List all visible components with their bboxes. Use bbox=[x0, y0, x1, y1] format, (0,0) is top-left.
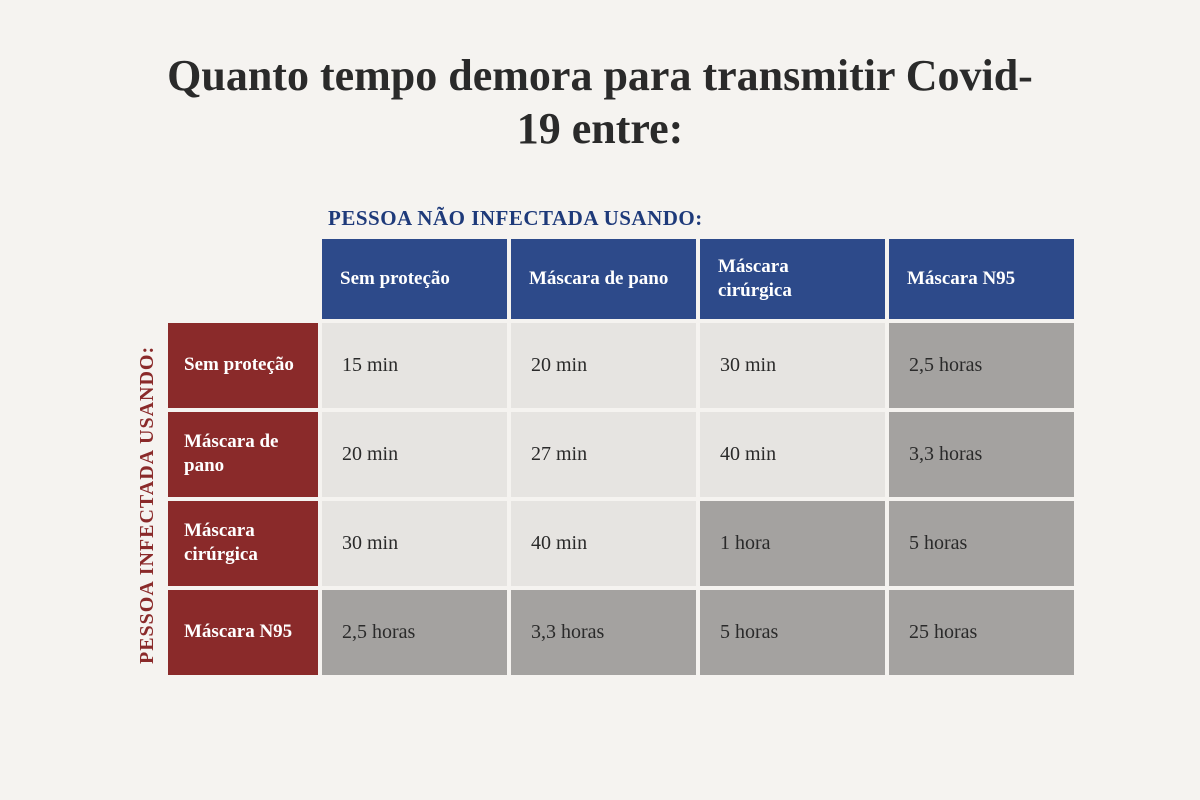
table-cell: 5 horas bbox=[889, 501, 1074, 586]
table-cell: 1 hora bbox=[700, 501, 885, 586]
row-header: Máscara cirúrgica bbox=[168, 501, 318, 586]
col-header: Máscara de pano bbox=[511, 239, 696, 319]
table-outer: PESSOA NÃO INFECTADA USANDO: Sem proteçã… bbox=[168, 206, 1074, 675]
table-cell: 30 min bbox=[322, 501, 507, 586]
transmission-table: Sem proteção Máscara de pano Máscara cir… bbox=[168, 239, 1074, 675]
row-axis-label: PESSOA INFECTADA USANDO: bbox=[126, 335, 168, 675]
table-cell: 2,5 horas bbox=[889, 323, 1074, 408]
table-corner bbox=[168, 239, 318, 319]
col-header: Sem proteção bbox=[322, 239, 507, 319]
row-header: Máscara N95 bbox=[168, 590, 318, 675]
table-cell: 5 horas bbox=[700, 590, 885, 675]
row-header: Máscara de pano bbox=[168, 412, 318, 497]
table-cell: 27 min bbox=[511, 412, 696, 497]
table-cell: 15 min bbox=[322, 323, 507, 408]
row-header: Sem proteção bbox=[168, 323, 318, 408]
table-cell: 30 min bbox=[700, 323, 885, 408]
table-cell: 3,3 horas bbox=[511, 590, 696, 675]
table-cell: 40 min bbox=[700, 412, 885, 497]
table-container: PESSOA INFECTADA USANDO: PESSOA NÃO INFE… bbox=[126, 206, 1074, 675]
table-cell: 25 horas bbox=[889, 590, 1074, 675]
table-cell: 20 min bbox=[511, 323, 696, 408]
table-cell: 2,5 horas bbox=[322, 590, 507, 675]
col-header: Máscara N95 bbox=[889, 239, 1074, 319]
column-axis-label: PESSOA NÃO INFECTADA USANDO: bbox=[318, 206, 1074, 231]
table-cell: 40 min bbox=[511, 501, 696, 586]
table-cell: 20 min bbox=[322, 412, 507, 497]
page-title: Quanto tempo demora para transmitir Covi… bbox=[150, 50, 1050, 156]
col-header: Máscara cirúrgica bbox=[700, 239, 885, 319]
table-cell: 3,3 horas bbox=[889, 412, 1074, 497]
